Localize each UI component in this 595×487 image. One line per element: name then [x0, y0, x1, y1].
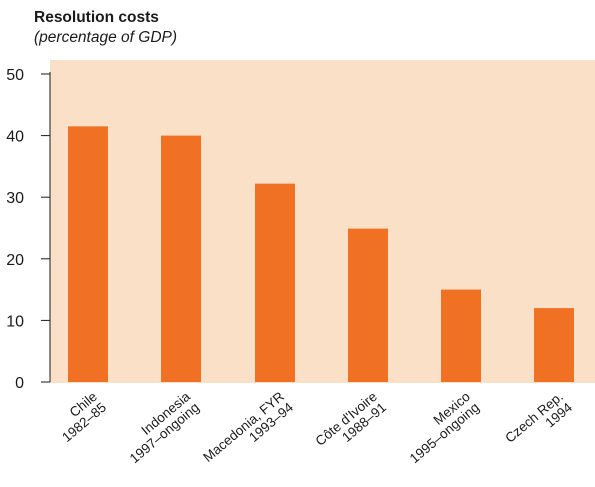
bar-5 [441, 289, 481, 382]
x-category-label: Côte d'Ivoire1988–91 [313, 389, 389, 460]
y-tick-label: 40 [6, 129, 24, 146]
bar-4 [348, 228, 388, 382]
x-category-label: Chile1982–85 [50, 389, 109, 445]
x-category-label: Indonesia1997–ongoing [118, 389, 203, 467]
y-tick-label: 0 [15, 375, 24, 392]
plot-background [50, 60, 595, 383]
y-tick-label: 50 [6, 67, 24, 84]
chart-subtitle: (percentage of GDP) [34, 29, 178, 46]
bar-2 [161, 135, 201, 382]
x-category-label: Czech Rep.1994 [502, 389, 575, 457]
y-axis: 0 10 20 30 40 50 [6, 67, 51, 392]
y-tick-label: 20 [6, 252, 24, 269]
y-tick-label: 10 [6, 313, 24, 330]
bar-1 [68, 126, 108, 382]
chart-title: Resolution costs [34, 9, 159, 26]
bar-6 [534, 308, 574, 382]
x-category-label: Mexico1995–ongoing [398, 389, 482, 466]
x-axis-labels: Chile1982–85 Indonesia1997–ongoingMacedon… [50, 388, 575, 475]
y-tick-label: 30 [6, 190, 24, 207]
bar-3 [255, 183, 295, 382]
x-category-label: Macedonia, FYR1993–94 [200, 388, 296, 475]
bars-group [68, 126, 574, 382]
